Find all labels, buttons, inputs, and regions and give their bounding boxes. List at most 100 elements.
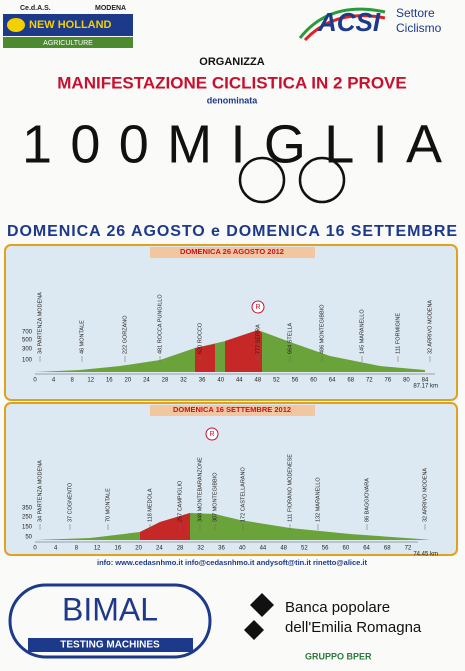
x-tick-label: 4 — [54, 546, 58, 552]
point-label: 257 CAMPIGLIO — [177, 480, 183, 522]
x-tick-label: 48 — [280, 546, 287, 552]
x-tick-label: 56 — [292, 378, 299, 384]
x-tick-label: 4 — [52, 378, 56, 384]
x-tick-label: 36 — [199, 378, 206, 384]
point-label: 486 MONTEGIBBIO — [319, 304, 325, 354]
x-tick-label: 40 — [217, 378, 224, 384]
headline: MANIFESTAZIONE CICLISTICA IN 2 PROVE — [57, 73, 406, 92]
acsi: ACSI — [317, 7, 381, 37]
distance: 74.45 km — [413, 552, 438, 558]
x-tick-label: 8 — [75, 546, 79, 552]
x-tick-label: 12 — [94, 546, 101, 552]
denominata: denominata — [207, 95, 259, 105]
wheel — [298, 156, 346, 204]
marker-label: R — [209, 431, 214, 438]
point-label: 172 CASTELLARANO — [240, 467, 246, 522]
city: MODENA — [95, 5, 126, 12]
acsi-swoosh — [303, 14, 386, 42]
cedas: Ce.d.A.S. — [20, 5, 51, 12]
y-tick-label: 50 — [25, 535, 32, 541]
nh-logo — [3, 14, 133, 36]
y-tick-label: 500 — [22, 338, 33, 344]
profile-title-band — [150, 405, 315, 416]
y-tick-label: 300 — [22, 347, 33, 353]
marker — [205, 427, 219, 441]
y-tick-label: 150 — [22, 525, 33, 531]
x-tick-label: 68 — [384, 546, 391, 552]
x-tick-label: 72 — [405, 546, 412, 552]
x-tick-label: 12 — [87, 378, 94, 384]
x-tick-label: 60 — [310, 378, 317, 384]
x-tick-label: 8 — [70, 378, 74, 384]
point-label: 620 ROCCO — [197, 322, 203, 354]
acsi-swoosh — [298, 7, 386, 39]
climb — [225, 330, 262, 372]
bimal-sub: TESTING MACHINES — [60, 640, 160, 651]
profile-title: DOMENICA 26 AGOSTO 2012 — [180, 247, 284, 256]
marker — [251, 300, 265, 314]
x-tick-label: 36 — [218, 546, 225, 552]
acsi-sub: Ciclismo — [396, 21, 442, 35]
x-tick-label: 52 — [301, 546, 308, 552]
x-tick-label: 72 — [366, 378, 373, 384]
nh-band — [3, 37, 133, 48]
y-tick-label: 700 — [22, 330, 33, 336]
point-label: 777 SERRA — [255, 324, 261, 354]
bimal-band — [28, 638, 193, 652]
x-tick-label: 32 — [197, 546, 204, 552]
group: GRUPPO BPER — [305, 651, 372, 661]
point-label: 70 MONTALE — [105, 488, 111, 522]
point-label: 307 MONTEGIBBIO — [212, 472, 218, 522]
point-label: 118 MEDOLA — [147, 488, 153, 522]
point-label: 222 GORZANO — [122, 315, 128, 354]
point-label: 34 PARTENZA MODENA — [37, 460, 43, 522]
contacts: info: www.cedasnhmo.it info@cedasnhmo.it… — [97, 558, 368, 567]
y-tick-label: 250 — [22, 515, 33, 521]
point-label: 37 COGNENTO — [67, 482, 73, 522]
point-label: 46 MONTALE — [79, 320, 85, 354]
x-tick-label: 44 — [260, 546, 267, 552]
point-label: 86 BAGGIOVARA — [364, 478, 370, 522]
point-label: 111 FORMIGINE — [395, 313, 401, 354]
wheel — [238, 156, 286, 204]
bimal-logo — [8, 583, 212, 659]
point-label: 32 ARRIVO MODENA — [422, 468, 428, 522]
acsi-sub: Settore — [396, 6, 435, 20]
x-tick-label: 20 — [125, 378, 132, 384]
x-tick-label: 0 — [33, 378, 37, 384]
profile-box — [4, 402, 458, 556]
x-tick-label: 24 — [143, 378, 150, 384]
distance: 87.17 km — [413, 384, 438, 390]
point-label: 111 FIORANO MODENESE — [287, 454, 293, 522]
brand-sub: AGRICULTURE — [43, 40, 93, 47]
climb — [140, 513, 190, 540]
point-label: 481 ROCCA PUNGILLO — [157, 294, 163, 354]
profile-title-band — [150, 247, 315, 258]
x-tick-label: 64 — [363, 546, 370, 552]
x-tick-label: 60 — [342, 546, 349, 552]
point-label: 32 ARRIVO MODENA — [427, 300, 433, 354]
x-tick-label: 52 — [273, 378, 280, 384]
x-tick-label: 16 — [115, 546, 122, 552]
x-tick-label: 76 — [385, 378, 392, 384]
bank: dell'Emilia Romagna — [285, 619, 422, 636]
bimal: BIMAL — [62, 591, 158, 627]
x-tick-label: 0 — [33, 546, 37, 552]
x-tick-label: 68 — [347, 378, 354, 384]
climb — [195, 344, 215, 372]
marker-label: R — [255, 304, 260, 311]
y-tick-label: 100 — [22, 358, 33, 364]
point-label: 664 STELLA — [287, 322, 293, 354]
point-label: 34 PARTENZA MODENA — [37, 292, 43, 354]
x-tick-label: 80 — [403, 378, 410, 384]
point-label: 145 MARANELLO — [359, 309, 365, 354]
point-label: 348 MONTEBARANZONE — [197, 457, 203, 522]
profile-2-shape — [35, 513, 430, 540]
x-tick-label: 28 — [177, 546, 184, 552]
nh-leaf — [7, 18, 25, 32]
event-name: 100MIGLIA — [22, 114, 442, 174]
x-tick-label: 28 — [162, 378, 169, 384]
profile-title: DOMENICA 16 SETTEMBRE 2012 — [173, 405, 291, 414]
x-tick-label: 56 — [322, 546, 329, 552]
